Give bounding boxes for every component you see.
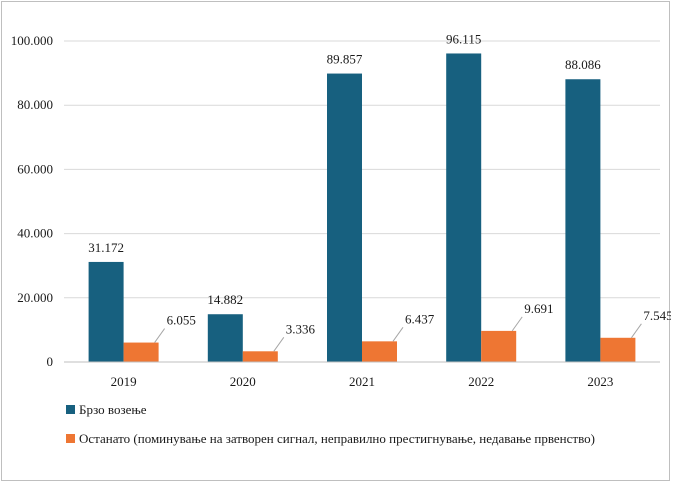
leader-line [511,316,523,332]
bar-other [362,341,397,362]
leader-line [392,327,404,342]
bar-speeding [446,53,482,362]
bar-other [123,342,159,362]
data-label-other: 7.545 [643,308,671,323]
data-label-other: 6.055 [167,313,196,328]
bar-other [242,351,278,362]
data-label-leader-lines [154,316,642,352]
bars [88,53,636,363]
y-tick-label: 60.000 [17,161,53,176]
x-tick-label: 2019 [111,374,137,389]
y-tick-label: 80.000 [17,97,53,112]
bar-other [481,330,517,362]
bar-other [600,337,636,362]
y-tick-label: 0 [47,354,54,369]
bar-speeding [327,73,362,363]
data-labels: 31.172 6.055 14.882 3.336 89.857 6.437 96.115 9… [88,31,671,336]
y-tick-label: 100.000 [11,33,53,48]
data-label-other: 9.691 [524,301,553,316]
y-tick-label: 40.000 [17,226,53,241]
x-tick-label: 2021 [349,374,375,389]
data-label-speeding: 89.857 [327,52,363,67]
data-label-speeding: 14.882 [207,292,243,307]
data-label-speeding: 96.115 [446,31,481,46]
x-tick-label: 2023 [587,374,613,389]
legend: Брзо возење Останато (поминување на затво… [66,402,595,446]
x-axis-tick-labels: 2019 2020 2021 2022 2023 [111,374,614,389]
x-tick-label: 2020 [230,374,256,389]
y-tick-label: 20.000 [17,290,53,305]
bar-speeding [88,261,124,362]
leader-line [154,328,166,343]
leader-line [630,323,642,339]
leader-line [273,337,285,352]
data-label-other: 3.336 [286,321,316,336]
bar-speeding [565,79,601,362]
x-tick-label: 2022 [468,374,494,389]
bar-speeding [207,314,243,362]
legend-swatch [66,434,75,443]
legend-swatch [66,405,75,414]
y-axis-tick-labels: 0 20.000 40.000 60.000 80.000 100.000 [11,33,53,369]
data-label-other: 6.437 [405,311,435,326]
legend-label: Останато (поминување на затворен сигнал,… [79,431,595,446]
data-label-speeding: 88.086 [565,57,601,72]
legend-label: Брзо возење [79,402,147,417]
data-label-speeding: 31.172 [88,240,124,255]
